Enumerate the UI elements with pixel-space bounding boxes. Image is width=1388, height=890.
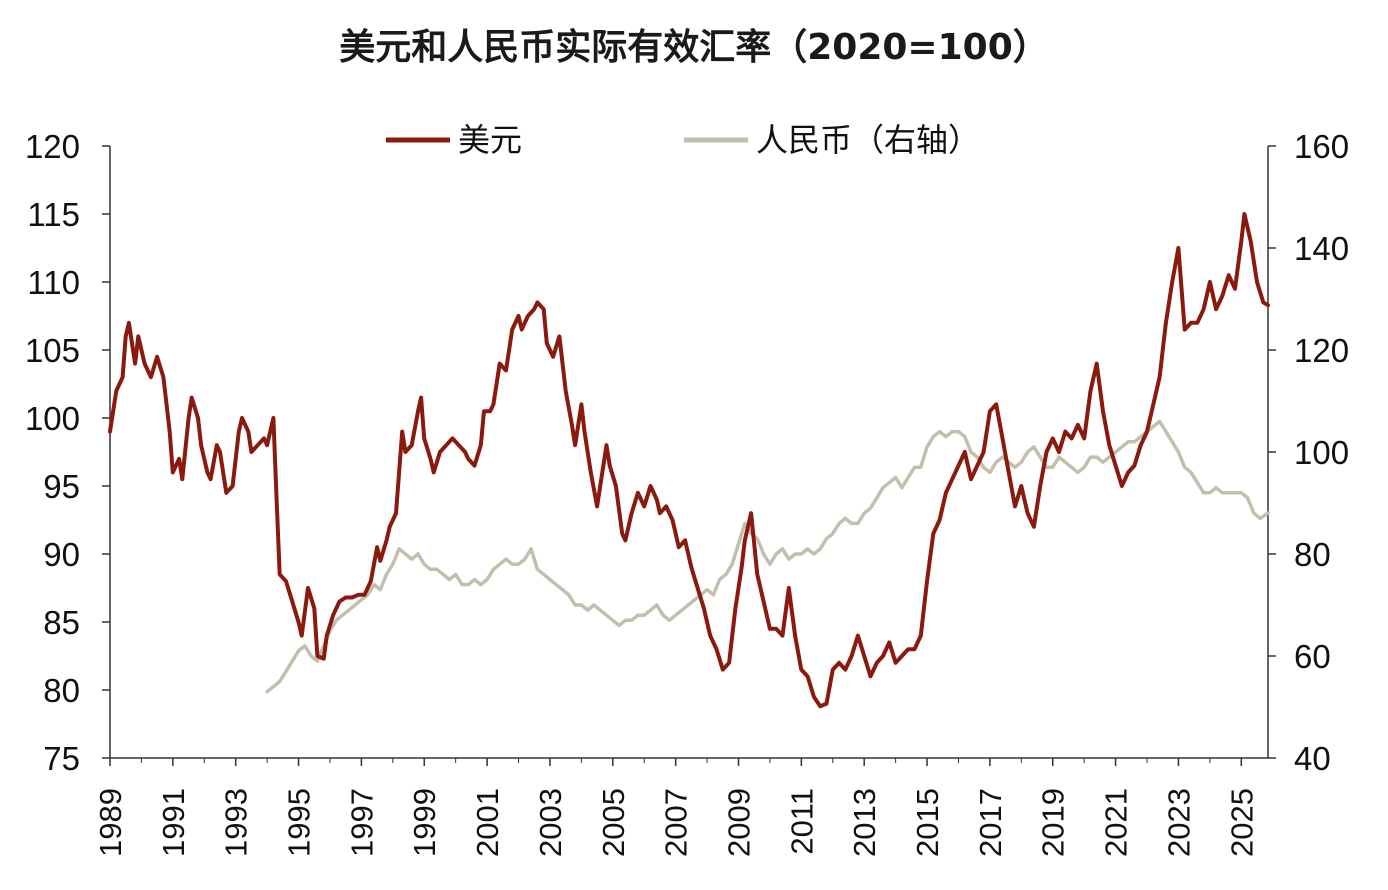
chart-title: 美元和人民币实际有效汇率（2020=100） [339, 27, 1049, 68]
legend-item-cny-label: 人民币（右轴） [756, 121, 980, 159]
y-left-tick-label: 100 [25, 400, 80, 437]
y-right-tick-label: 100 [1294, 434, 1349, 471]
series-line-cny [265, 419, 1270, 694]
y-left-tick-label: 120 [25, 128, 80, 165]
y-right-tick-label: 80 [1294, 536, 1331, 573]
y-right-tick-label: 40 [1294, 740, 1331, 777]
x-tick-label: 2025 [1224, 788, 1259, 857]
x-tick-label: 2009 [721, 788, 756, 857]
legend-item-usd-label: 美元 [458, 121, 522, 159]
y-left-tick-label: 115 [27, 196, 80, 233]
x-tick-label: 1997 [344, 788, 379, 857]
chart-legend: 美元 人民币（右轴） [386, 121, 980, 159]
x-tick-label: 2019 [1036, 788, 1071, 857]
y-left-tick-label: 80 [43, 672, 80, 709]
x-tick-label: 2013 [847, 788, 882, 857]
y-left-tick-label: 105 [25, 332, 80, 369]
series-line-usd [108, 212, 1270, 709]
y-right-tick-label: 120 [1294, 332, 1349, 369]
series-layer [108, 212, 1270, 709]
y-left-tick-label: 75 [43, 740, 80, 777]
x-tick-label: 1993 [219, 788, 254, 857]
y-left-tick-label: 95 [43, 468, 80, 505]
x-tick-label: 1991 [156, 788, 191, 857]
chart-axes: 75 80 85 90 95 100 105 110 115 120 40 60 80 100 120 140… [25, 128, 1349, 857]
x-tick-label: 1995 [282, 788, 317, 857]
y-left-tick-label: 90 [43, 536, 80, 573]
x-tick-label: 2007 [659, 788, 694, 857]
x-tick-label: 2021 [1099, 788, 1134, 857]
y-right-tick-label: 140 [1294, 230, 1349, 267]
y-left-tick-label: 85 [43, 604, 80, 641]
x-tick-label: 1999 [407, 788, 442, 857]
x-tick-label: 2017 [973, 788, 1008, 857]
y-left-tick-label: 110 [27, 264, 80, 301]
x-tick-label: 2023 [1161, 788, 1196, 857]
y-right-tick-label: 160 [1294, 128, 1349, 165]
x-tick-label: 2003 [533, 788, 568, 857]
x-tick-label: 2011 [784, 788, 819, 855]
x-tick-label: 2005 [596, 788, 631, 857]
x-tick-label: 2001 [470, 788, 505, 857]
x-tick-label: 1989 [93, 788, 128, 857]
y-right-tick-label: 60 [1294, 638, 1331, 675]
x-tick-label: 2015 [910, 788, 945, 857]
